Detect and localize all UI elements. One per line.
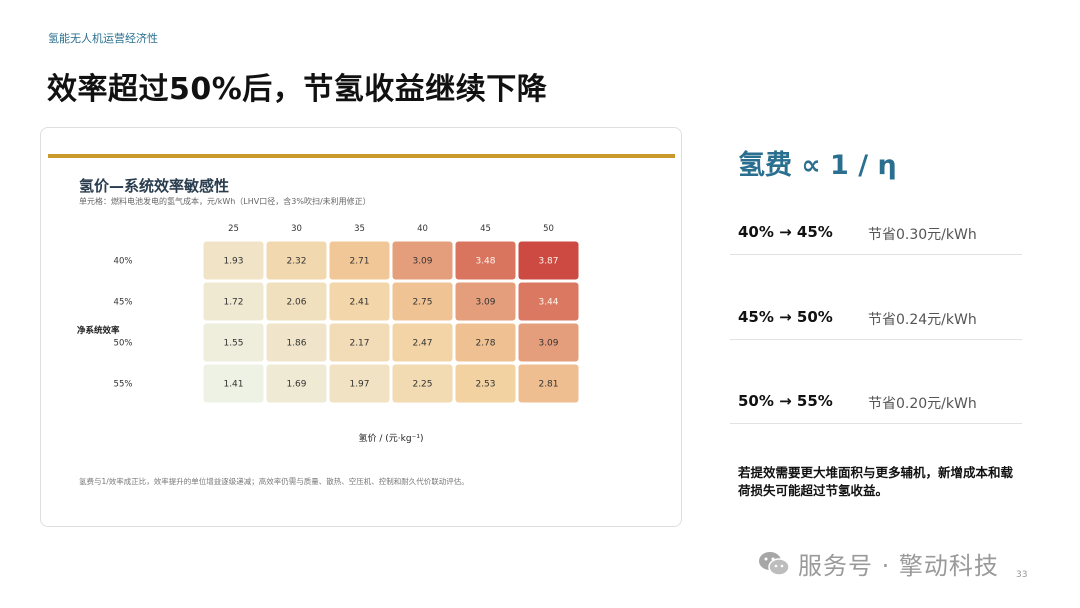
page-number: 33: [1016, 570, 1028, 580]
cell-value-label: 1.93: [223, 257, 243, 267]
heatmap-cell: [518, 323, 579, 362]
cell-value-label: 2.75: [412, 298, 432, 308]
cell-value-label: 2.81: [538, 380, 558, 390]
saving-row: 45% → 50% 节省0.24元/kWh: [730, 298, 1022, 340]
heatmap-cell: [266, 364, 327, 403]
cell-value-label: 2.47: [412, 339, 432, 349]
y-tick-label: 50%: [114, 339, 133, 349]
cell-value-label: 1.41: [223, 380, 243, 390]
cell-value-label: 2.17: [349, 339, 369, 349]
heatmap-cell: [518, 241, 579, 280]
cell-value-label: 2.78: [475, 339, 495, 349]
chart-title: 氢价—系统效率敏感性: [79, 177, 230, 195]
chart-card: 氢价—系统效率敏感性 单元格：燃料电池发电的氢气成本，元/kWh（LHV口径，含…: [40, 127, 682, 527]
x-axis-label: 氢价 / (元·kg⁻¹): [359, 432, 424, 444]
heatmap-cell: [392, 282, 453, 321]
cell-value-label: 2.06: [286, 298, 306, 308]
efficiency-range: 45% → 50%: [738, 308, 833, 326]
cell-value-label: 3.09: [475, 298, 495, 308]
heatmap-cell: [455, 364, 516, 403]
gold-divider: [48, 154, 675, 158]
x-tick-label: 50: [543, 224, 554, 234]
x-tick-label: 40: [417, 224, 428, 234]
y-axis-label: 净系统效率: [77, 325, 120, 336]
heatmap-cell: [455, 282, 516, 321]
cell-value-label: 2.25: [412, 380, 432, 390]
y-tick-label: 45%: [114, 298, 133, 308]
heatmap-cell: [392, 323, 453, 362]
cell-value-label: 2.41: [349, 298, 369, 308]
heatmap-cell: [203, 241, 264, 280]
heatmap-cell: [329, 241, 390, 280]
x-tick-label: 35: [354, 224, 365, 234]
heatmap-cell: [392, 364, 453, 403]
heatmap-cell: [266, 282, 327, 321]
x-tick-label: 30: [291, 224, 302, 234]
efficiency-range: 50% → 55%: [738, 392, 833, 410]
heatmap-cell: [203, 323, 264, 362]
formula: 氢费 ∝ 1 / η: [738, 150, 897, 181]
chart-subtitle: 单元格：燃料电池发电的氢气成本，元/kWh（LHV口径，含3%吹扫/未利用修正）: [79, 197, 371, 206]
cell-value-label: 1.72: [223, 298, 243, 308]
cell-value-label: 2.71: [349, 257, 369, 267]
heatmap-cell: [329, 282, 390, 321]
heatmap-cell: [518, 364, 579, 403]
saving-value: 节省0.30元/kWh: [868, 227, 977, 243]
cell-value-label: 3.44: [538, 298, 558, 308]
cell-value-label: 3.87: [538, 257, 558, 267]
chart-footnote: 氢费与1/效率成正比，效率提升的单位增益逐级递减；高效率仍需与质量、散热、空压机…: [79, 477, 469, 486]
cell-value-label: 2.53: [475, 380, 495, 390]
cell-value-label: 3.09: [412, 257, 432, 267]
saving-row: 40% → 45% 节省0.30元/kWh: [730, 213, 1022, 255]
efficiency-range: 40% → 45%: [738, 223, 833, 241]
heatmap-cell: [329, 323, 390, 362]
cell-value-label: 3.09: [538, 339, 558, 349]
wechat-icon: [759, 551, 790, 576]
heatmap-cell: [518, 282, 579, 321]
cell-value-label: 1.55: [223, 339, 243, 349]
heatmap-cell: [329, 364, 390, 403]
watermark-text: 服务号 · 擎动科技: [798, 552, 999, 580]
cell-value-label: 2.32: [286, 257, 306, 267]
heatmap-cell: [455, 241, 516, 280]
cell-value-label: 1.86: [286, 339, 306, 349]
heatmap-cell: [392, 241, 453, 280]
saving-value: 节省0.20元/kWh: [868, 396, 977, 412]
saving-row: 50% → 55% 节省0.20元/kWh: [730, 382, 1022, 424]
heatmap-cell: [203, 364, 264, 403]
heatmap-cell: [266, 241, 327, 280]
y-tick-label: 40%: [114, 257, 133, 267]
cell-value-label: 3.48: [475, 257, 495, 267]
cell-value-label: 1.69: [286, 380, 306, 390]
heatmap-cell: [266, 323, 327, 362]
x-tick-label: 25: [228, 224, 239, 234]
heatmap-cell: [203, 282, 264, 321]
heatmap-cell: [455, 323, 516, 362]
slide-kicker: 氢能无人机运营经济性: [48, 32, 158, 45]
x-tick-label: 45: [480, 224, 491, 234]
y-tick-label: 55%: [114, 380, 133, 390]
watermark: 服务号 · 擎动科技: [758, 546, 999, 581]
cell-value-label: 1.97: [349, 380, 369, 390]
saving-value: 节省0.24元/kWh: [868, 312, 977, 328]
conclusion-text: 若提效需要更大堆面积与更多辅机，新增成本和载荷损失可能超过节氢收益。: [738, 465, 1014, 498]
heatmap-chart: 25 30 35 40 45 50 40% 45% 50% 55% 1.93 2.32 2.71 3.09…: [77, 224, 579, 444]
slide-title: 效率超过50%后，节氢收益继续下降: [47, 72, 548, 107]
